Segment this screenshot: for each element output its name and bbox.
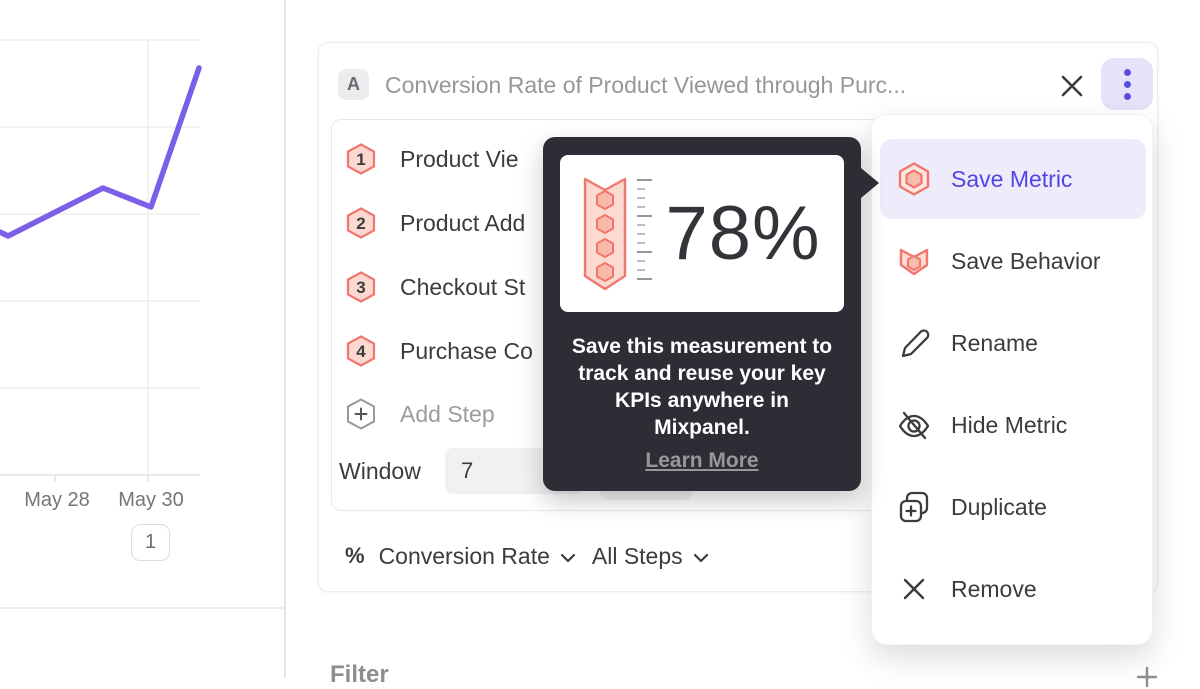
- close-icon[interactable]: [1057, 71, 1087, 101]
- chevron-down-icon[interactable]: [693, 553, 709, 563]
- add-filter-button[interactable]: [1136, 666, 1158, 688]
- tooltip-arrow: [861, 168, 879, 198]
- metric-type-row: % Conversion Rate All Steps: [345, 539, 725, 573]
- chart-pane: May 28 May 30 1: [0, 0, 284, 678]
- ruler-ticks-icon: [637, 178, 653, 280]
- duplicate-icon: [899, 491, 929, 523]
- menu-item-label: Rename: [951, 329, 1038, 356]
- menu-item-save-metric[interactable]: Save Metric: [872, 138, 1154, 220]
- menu-item-label: Duplicate: [951, 493, 1047, 520]
- funnel-step-row[interactable]: 1 Product Vie: [346, 142, 518, 176]
- funnel-step-row[interactable]: 2 Product Add: [346, 206, 525, 240]
- menu-item-rename[interactable]: Rename: [872, 302, 1154, 384]
- svg-text:3: 3: [356, 278, 365, 297]
- dot: [1123, 80, 1131, 88]
- svg-text:2: 2: [356, 214, 365, 233]
- svg-text:1: 1: [356, 150, 365, 169]
- tooltip-illustration: 78%: [560, 155, 844, 312]
- step-label: Purchase Co: [400, 337, 533, 364]
- funnel-step-row[interactable]: 3 Checkout St: [346, 270, 525, 304]
- x-axis-tick-label: May 30: [118, 489, 184, 511]
- menu-item-label: Save Metric: [951, 165, 1073, 192]
- step-number-hexagon: 3: [346, 271, 376, 303]
- menu-item-save-behavior[interactable]: Save Behavior: [872, 220, 1154, 302]
- series-badge: A: [338, 69, 369, 100]
- metric-options-menu: Save Metric Save Behavior Rename Hide Me…: [871, 114, 1153, 645]
- menu-item-remove[interactable]: Remove: [872, 548, 1154, 630]
- step-number-hexagon: 1: [346, 143, 376, 175]
- svg-text:4: 4: [356, 342, 366, 361]
- funnel-step-row[interactable]: 4 Purchase Co: [346, 334, 533, 368]
- metric-type-dropdown[interactable]: Conversion Rate: [378, 542, 550, 569]
- conversion-value: 78%: [665, 191, 821, 276]
- step-number-hexagon: 2: [346, 207, 376, 239]
- filter-section-heading: Filter: [330, 661, 389, 688]
- menu-item-label: Save Behavior: [951, 247, 1101, 274]
- window-row: Window: [339, 448, 421, 494]
- menu-item-label: Remove: [951, 575, 1037, 602]
- x-icon: [903, 578, 925, 600]
- line-chart: [0, 39, 202, 482]
- save-behavior-ribbon-icon: [899, 248, 929, 276]
- more-options-button[interactable]: [1101, 58, 1153, 110]
- step-number-hexagon: 4: [346, 335, 376, 367]
- save-metric-hexagon-icon: [898, 162, 930, 196]
- divider: [0, 607, 284, 609]
- chevron-down-icon[interactable]: [560, 553, 576, 563]
- add-step-hexagon-icon: [347, 398, 375, 430]
- dot: [1123, 92, 1131, 100]
- chart-series-line: [0, 65, 202, 239]
- step-label: Product Vie: [400, 145, 519, 172]
- tooltip-message: Save this measurement to track and reuse…: [571, 335, 833, 439]
- card-title: Conversion Rate of Product Viewed throug…: [385, 72, 907, 98]
- add-step-button[interactable]: Add Step: [346, 397, 495, 431]
- menu-item-duplicate[interactable]: Duplicate: [872, 466, 1154, 548]
- dot: [1123, 68, 1131, 76]
- eye-off-icon: [898, 411, 930, 440]
- x-axis-tick-label: May 28: [24, 489, 90, 511]
- steps-scope-dropdown[interactable]: All Steps: [591, 542, 683, 569]
- save-metric-tooltip: 78% Save this measurement to track and r…: [543, 137, 879, 491]
- learn-more-link[interactable]: Learn More: [645, 449, 759, 472]
- pane-divider: [284, 0, 286, 678]
- pagination-button[interactable]: 1: [131, 524, 170, 561]
- add-step-label: Add Step: [400, 400, 495, 427]
- step-label: Checkout St: [400, 273, 526, 300]
- pencil-icon: [901, 329, 930, 358]
- funnel-ribbon-icon: [584, 177, 627, 290]
- step-label: Product Add: [400, 209, 526, 236]
- menu-item-hide-metric[interactable]: Hide Metric: [872, 384, 1154, 466]
- menu-item-label: Hide Metric: [951, 411, 1068, 438]
- window-label: Window: [339, 457, 421, 484]
- percent-icon: %: [345, 543, 365, 568]
